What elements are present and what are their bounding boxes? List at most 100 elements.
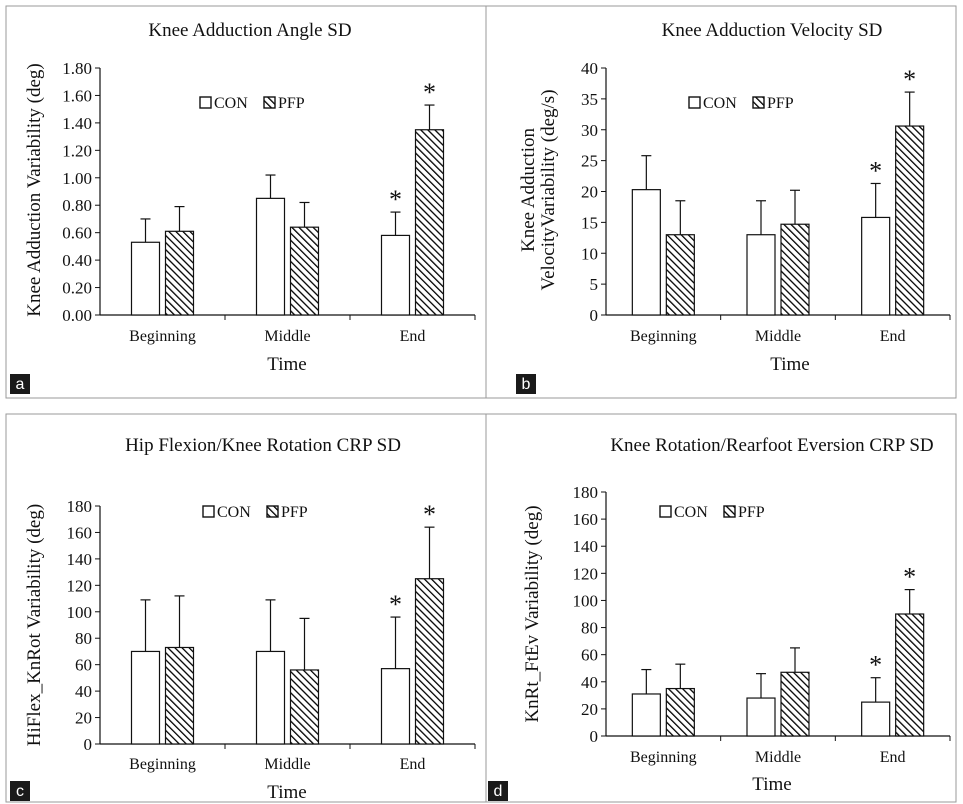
- y-axis-label: Knee Adduction: [518, 128, 539, 253]
- legend-label-con: CON: [674, 504, 708, 521]
- x-category-label: Beginning: [630, 328, 697, 345]
- y-tick-label: 0.00: [62, 306, 92, 325]
- bar-con-beginning: [631, 693, 661, 737]
- bar-pfp-beginning: [665, 234, 695, 316]
- x-category-label: Beginning: [630, 749, 697, 766]
- y-tick-label: 0.60: [62, 224, 92, 243]
- chart-panel-d: Knee Rotation/Rearfoot Eversion CRP SD Kn…: [488, 435, 951, 801]
- y-tick-label: 100: [573, 591, 599, 610]
- y-tick-label: 35: [581, 90, 598, 109]
- bar-con-beginning: [130, 650, 161, 745]
- x-category-label: End: [400, 328, 426, 345]
- significance-star: *: [423, 78, 436, 107]
- chart-title: Knee Rotation/Rearfoot Eversion CRP SD: [610, 435, 933, 456]
- y-tick-label: 5: [590, 275, 599, 294]
- legend-swatch-con: [202, 505, 215, 518]
- panel-letter: d: [494, 783, 503, 800]
- chart-title: Knee Adduction Velocity SD: [662, 20, 883, 41]
- bar-con-middle: [255, 650, 286, 745]
- x-category-label: End: [880, 328, 906, 345]
- significance-star: *: [423, 500, 436, 529]
- panel-letter-box: [10, 781, 30, 801]
- bar-con-end: [861, 216, 891, 316]
- legend-label-con: CON: [214, 95, 248, 112]
- y-tick-label: 180: [67, 497, 93, 516]
- y-tick-label: 0.40: [62, 251, 92, 270]
- x-axis-label: Time: [770, 354, 809, 375]
- y-tick-label: 120: [67, 576, 93, 595]
- x-axis-label: Time: [267, 354, 306, 375]
- significance-star: *: [389, 590, 402, 619]
- bar-pfp-end: [895, 613, 925, 737]
- bar-con-middle: [255, 197, 286, 316]
- y-tick-label: 0: [590, 727, 599, 746]
- x-axis-label: Time: [267, 782, 306, 803]
- y-tick-label: 30: [581, 121, 598, 140]
- legend-label-pfp: PFP: [281, 504, 308, 521]
- significance-star: *: [869, 651, 882, 680]
- x-category-label: End: [880, 749, 906, 766]
- y-tick-label: 100: [67, 603, 93, 622]
- legend-swatch-pfp: [266, 505, 279, 518]
- bar-con-end: [861, 701, 891, 737]
- y-tick-label: 0: [84, 735, 93, 754]
- y-tick-label: 60: [75, 656, 92, 675]
- y-tick-label: 1.00: [62, 169, 92, 188]
- legend-swatch-con: [688, 96, 701, 109]
- bar-pfp-beginning: [164, 646, 195, 745]
- y-axis-label: Knee Adduction Variability (deg): [24, 63, 45, 316]
- legend-swatch-pfp: [723, 505, 736, 518]
- x-category-label: Middle: [264, 328, 310, 345]
- y-tick-label: 10: [581, 244, 598, 263]
- bar-con-middle: [746, 697, 776, 737]
- y-tick-label: 60: [581, 646, 598, 665]
- significance-star: *: [903, 65, 916, 94]
- x-category-label: End: [400, 756, 426, 773]
- panel-letter-box: [488, 781, 508, 801]
- x-category-label: Beginning: [129, 328, 196, 345]
- y-tick-label: 40: [75, 682, 92, 701]
- bar-pfp-middle: [780, 671, 810, 737]
- y-axis-label: VelocityVariability (deg/s): [538, 89, 559, 290]
- bar-pfp-middle: [289, 226, 320, 316]
- y-tick-label: 40: [581, 673, 598, 692]
- chart-panel-c: Hip Flexion/Knee Rotation CRP SD HiFlex_K…: [10, 435, 476, 803]
- y-tick-label: 20: [581, 700, 598, 719]
- y-tick-label: 0.20: [62, 279, 92, 298]
- x-category-label: Middle: [755, 749, 801, 766]
- bar-pfp-end: [414, 578, 445, 745]
- y-tick-label: 80: [75, 629, 92, 648]
- panel-b-frame: [485, 5, 957, 399]
- bar-pfp-middle: [289, 669, 320, 745]
- legend-swatch-pfp: [263, 96, 276, 109]
- legend-label-con: CON: [217, 504, 251, 521]
- significance-star: *: [389, 185, 402, 214]
- legend-swatch-pfp: [752, 96, 765, 109]
- y-axis-label: HiFlex_KnRot Variability (deg): [24, 504, 45, 746]
- panel-letter-box: [10, 374, 30, 394]
- bar-con-end: [380, 668, 411, 745]
- x-category-label: Beginning: [129, 756, 196, 773]
- x-category-label: Middle: [264, 756, 310, 773]
- significance-star: *: [869, 156, 882, 185]
- y-tick-label: 20: [581, 183, 598, 202]
- y-tick-label: 40: [581, 59, 598, 78]
- y-tick-label: 1.40: [62, 114, 92, 133]
- panel-d-frame: [485, 413, 957, 803]
- chart-panel-a: Knee Adduction Angle SD Knee Adduction Va…: [10, 20, 476, 394]
- bar-pfp-beginning: [665, 687, 695, 737]
- chart-panel-b: Knee Adduction Velocity SD Knee Adduction…: [516, 20, 951, 394]
- panel-letter-box: [516, 374, 536, 394]
- bar-con-end: [380, 234, 411, 316]
- panel-letter: a: [16, 376, 25, 393]
- x-category-label: Middle: [755, 328, 801, 345]
- y-tick-label: 15: [581, 213, 598, 232]
- legend-swatch-con: [659, 505, 672, 518]
- legend-swatch-con: [199, 96, 212, 109]
- bar-pfp-middle: [780, 223, 810, 316]
- significance-star: *: [903, 563, 916, 592]
- x-axis-label: Time: [752, 774, 791, 795]
- bar-con-beginning: [631, 189, 661, 316]
- y-tick-label: 0: [590, 306, 599, 325]
